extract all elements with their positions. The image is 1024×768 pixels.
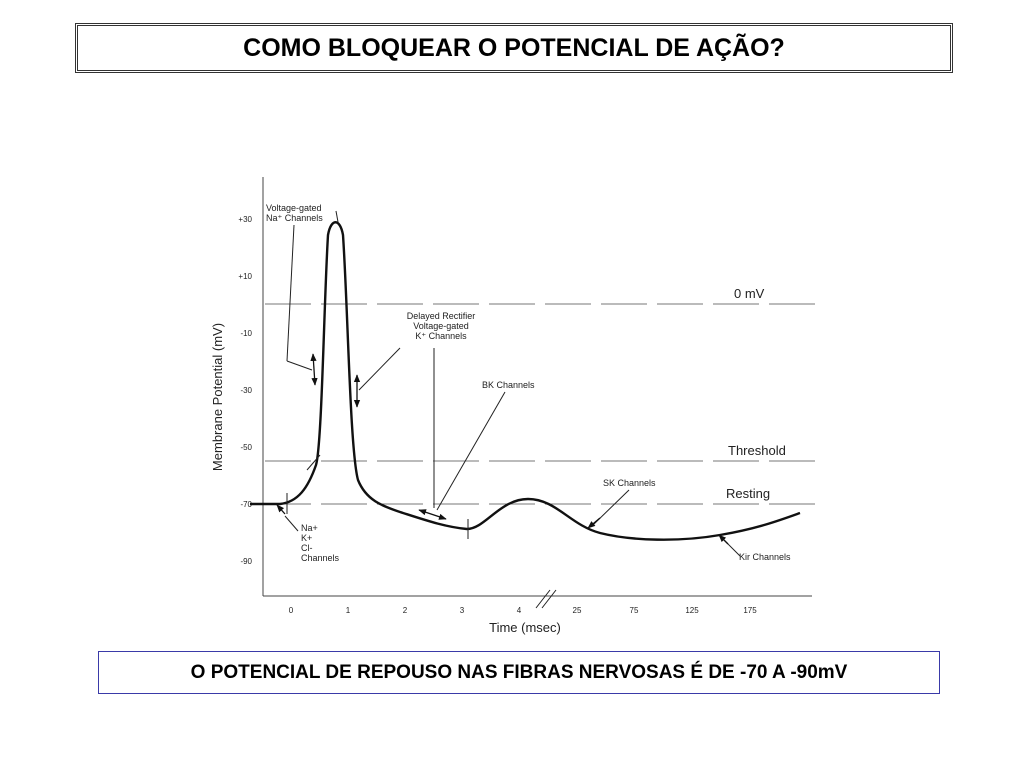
x-tick-label: 175 xyxy=(743,606,757,615)
action-potential-trace xyxy=(250,221,801,541)
annotation-text: K+ xyxy=(301,533,312,543)
single-arrow xyxy=(718,534,729,545)
leader-line xyxy=(436,391,506,511)
double-arrow xyxy=(418,509,447,520)
annotation-text: K⁺ Channels xyxy=(415,331,467,341)
y-tick-label: -10 xyxy=(240,329,252,338)
leader-line xyxy=(284,515,299,532)
y-tick-label: -50 xyxy=(240,443,252,452)
axis-break-mark xyxy=(535,589,557,609)
annotation-text: BK Channels xyxy=(482,380,535,390)
leader-line xyxy=(335,210,339,223)
page-title: COMO BLOQUEAR O POTENCIAL DE AÇÃO? xyxy=(243,33,785,62)
y-tick-label: -30 xyxy=(240,386,252,395)
footer-box: O POTENCIAL DE REPOUSO NAS FIBRAS NERVOS… xyxy=(98,651,940,694)
y-tick-label: -70 xyxy=(240,500,252,509)
single-arrow xyxy=(276,504,286,515)
x-tick-label: 2 xyxy=(403,606,408,615)
leader-line xyxy=(358,347,401,391)
x-tick-label: 0 xyxy=(289,606,294,615)
annotation-text: Voltage-gated xyxy=(413,321,469,331)
y-tick-label: +10 xyxy=(238,272,252,281)
annotation-text: Kir Channels xyxy=(739,552,791,562)
leader-line xyxy=(286,360,313,371)
annotation-text: Voltage-gated xyxy=(266,203,322,213)
trace-tick-mark xyxy=(306,454,321,471)
resting-potential-note: O POTENCIAL DE REPOUSO NAS FIBRAS NERVOS… xyxy=(190,661,848,683)
reference-line-label: 0 mV xyxy=(734,286,765,301)
y-axis-label: Membrane Potential (mV) xyxy=(210,323,225,471)
x-tick-label: 25 xyxy=(573,606,582,615)
annotation-text: Cl- xyxy=(301,543,313,553)
double-arrow xyxy=(310,353,318,386)
x-tick-label: 125 xyxy=(685,606,699,615)
y-tick-label: +30 xyxy=(238,215,252,224)
single-arrow xyxy=(587,517,601,529)
annotation-text: Na+ xyxy=(301,523,318,533)
x-tick-label: 3 xyxy=(460,606,465,615)
reference-line-label: Resting xyxy=(726,486,770,501)
reference-line-label: Threshold xyxy=(728,443,786,458)
annotation-text: Channels xyxy=(301,553,340,563)
x-axis-label: Time (msec) xyxy=(489,620,561,635)
x-tick-label: 4 xyxy=(517,606,522,615)
leader-line xyxy=(286,224,295,362)
x-tick-label: 1 xyxy=(346,606,351,615)
x-tick-label: 75 xyxy=(630,606,639,615)
annotation-text: Delayed Rectifier xyxy=(407,311,476,321)
annotation-text: SK Channels xyxy=(603,478,656,488)
annotation-text: Na⁺ Channels xyxy=(266,213,323,223)
title-box: COMO BLOQUEAR O POTENCIAL DE AÇÃO? xyxy=(75,23,953,73)
y-tick-label: -90 xyxy=(240,557,252,566)
